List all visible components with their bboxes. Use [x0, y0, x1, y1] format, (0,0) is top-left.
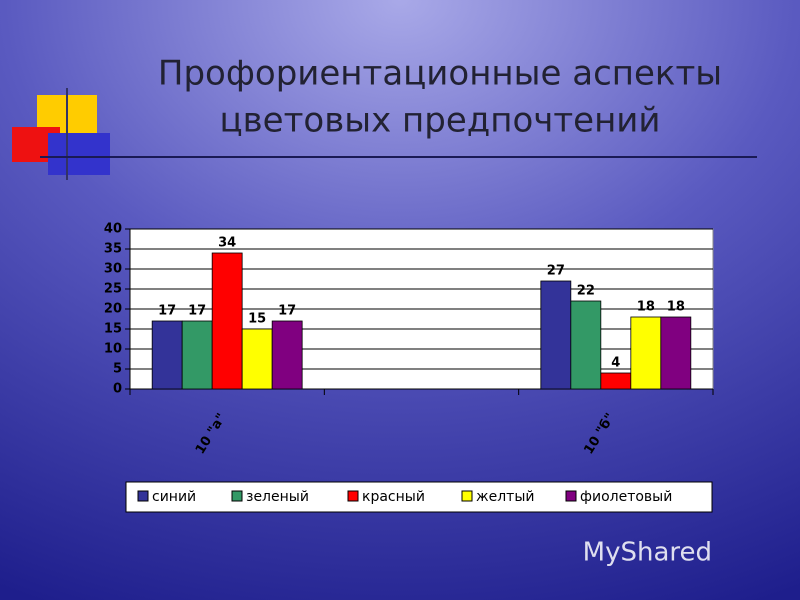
bar: [630, 316, 662, 390]
y-tick-label: 0: [113, 382, 122, 397]
decor-square: [48, 133, 110, 175]
data-label: 18: [667, 300, 685, 315]
y-tick-label: 20: [104, 302, 122, 317]
bar: [241, 328, 273, 390]
data-label: 17: [188, 304, 206, 319]
legend-box: [125, 481, 713, 513]
bar: [211, 252, 243, 390]
legend-label: красный: [362, 489, 425, 505]
data-label: 22: [577, 284, 595, 299]
bar: [540, 280, 572, 390]
legend-swatch: [137, 490, 149, 502]
legend-label: фиолетовый: [580, 489, 672, 505]
data-label: 17: [278, 304, 296, 319]
data-label: 15: [248, 312, 266, 327]
data-label: 18: [637, 300, 655, 315]
data-label: 4: [611, 356, 620, 371]
bar: [600, 372, 632, 390]
bar: [271, 320, 303, 390]
bar: [181, 320, 213, 390]
y-tick-label: 30: [104, 262, 122, 277]
data-label: 27: [547, 264, 565, 279]
watermark: MyShared: [583, 538, 712, 568]
legend-swatch: [347, 490, 359, 502]
bar: [151, 320, 183, 390]
y-tick-label: 10: [104, 342, 122, 357]
y-tick-label: 5: [113, 362, 122, 377]
y-tick-label: 35: [104, 242, 122, 257]
legend-swatch: [461, 490, 473, 502]
legend-swatch: [565, 490, 577, 502]
y-tick-label: 25: [104, 282, 122, 297]
y-tick-label: 15: [104, 322, 122, 337]
data-label: 34: [218, 236, 236, 251]
slide-title: Профориентационные аспекты: [158, 54, 722, 94]
legend-swatch: [231, 490, 243, 502]
legend-label: зеленый: [246, 489, 309, 505]
legend-label: синий: [152, 489, 196, 505]
bar: [570, 300, 602, 390]
legend-label: желтый: [476, 489, 534, 505]
y-tick-label: 40: [104, 222, 122, 237]
data-label: 17: [158, 304, 176, 319]
slide-title: цветовых предпочтений: [219, 101, 660, 141]
bar: [660, 316, 692, 390]
